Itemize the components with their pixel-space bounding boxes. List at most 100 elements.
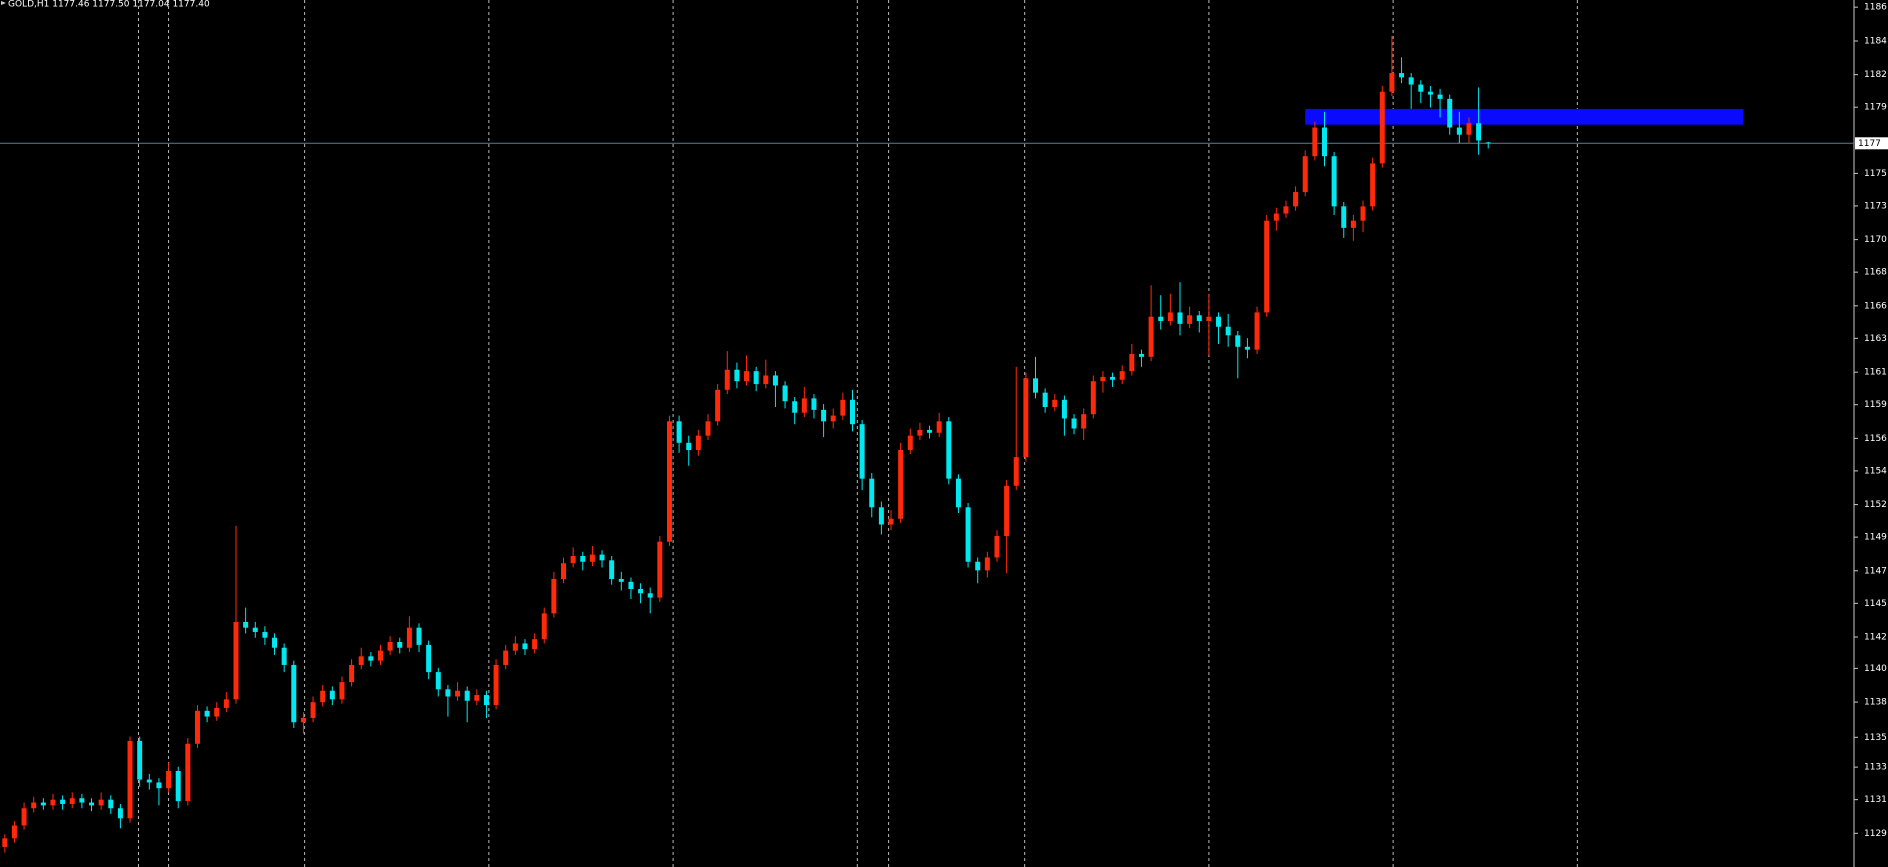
y-tick-label: 1129: [1864, 829, 1887, 839]
candle-body: [686, 442, 692, 450]
candle-body: [358, 656, 364, 665]
candle-body: [994, 535, 1000, 558]
candle-body: [252, 627, 258, 632]
candle-body: [878, 507, 884, 525]
candle-body: [156, 782, 162, 789]
candle-body: [628, 581, 634, 589]
candle-body: [589, 554, 595, 562]
candle-body: [1254, 312, 1260, 350]
candle-body: [1321, 127, 1327, 157]
candle-body: [137, 740, 143, 780]
candle-body: [233, 621, 239, 700]
candle-body: [1418, 84, 1424, 92]
candle-body: [1196, 315, 1202, 322]
candle-body: [849, 399, 855, 425]
candle-body: [1216, 316, 1222, 327]
price-label-box: [1855, 137, 1888, 150]
candle-body: [859, 424, 865, 479]
candle-body: [512, 643, 518, 651]
candle-body: [1090, 381, 1096, 415]
candle-body: [792, 401, 798, 413]
candle-body: [455, 690, 461, 697]
candle-body: [840, 399, 846, 416]
candle-body: [676, 421, 682, 443]
candle-body: [445, 689, 451, 697]
candle-body: [1138, 353, 1144, 357]
candle-body: [869, 478, 875, 508]
candle-body: [782, 385, 788, 402]
candle-body: [1110, 376, 1116, 380]
y-tick-label: 1131: [1864, 795, 1887, 805]
y-tick-label: 1184: [1864, 36, 1887, 46]
candle-body: [830, 415, 836, 422]
y-tick-label: 1140: [1864, 664, 1887, 674]
candle-body: [898, 449, 904, 519]
candle-body: [194, 710, 200, 744]
candle-body: [185, 743, 191, 802]
candle-body: [435, 672, 441, 690]
candle-body: [214, 707, 220, 717]
candle-body: [1350, 220, 1356, 228]
candle-body: [320, 690, 326, 703]
candle-body: [1081, 414, 1087, 429]
candle-body: [1167, 312, 1173, 322]
candle-body: [561, 563, 567, 579]
candle-body: [243, 621, 249, 628]
candle-body: [1119, 371, 1125, 380]
candle-body: [406, 627, 412, 648]
candle-body: [262, 631, 268, 638]
candle-body: [291, 664, 297, 723]
header-icon: [1, 1, 6, 5]
candle-body: [1206, 316, 1212, 322]
candle-body: [204, 710, 210, 717]
candle-body: [1293, 192, 1299, 207]
candle-body: [955, 478, 961, 508]
candle-body: [146, 779, 152, 783]
y-tick-label: 1142: [1864, 632, 1887, 642]
candle-body: [1341, 206, 1347, 228]
candle-body: [1456, 127, 1462, 135]
candle-body: [1187, 315, 1193, 324]
y-tick-label: 1168: [1864, 268, 1887, 278]
candle-body: [734, 369, 740, 382]
candle-body: [1273, 213, 1279, 221]
candle-body: [1283, 206, 1289, 214]
zone: [1305, 108, 1744, 125]
candle-body: [801, 398, 807, 413]
candle-body: [532, 639, 538, 650]
candle-body: [1427, 91, 1433, 95]
candle-body: [1302, 156, 1308, 193]
y-tick-label: 1161: [1864, 368, 1887, 378]
candle-body: [647, 593, 653, 598]
candle-body: [368, 656, 374, 661]
y-tick-label: 1138: [1864, 698, 1887, 708]
candle-body: [1476, 123, 1482, 141]
candle-body: [503, 650, 509, 665]
y-tick-label: 1179: [1864, 103, 1887, 113]
candle-body: [1264, 220, 1270, 313]
candle-body: [522, 643, 528, 650]
candle-body: [1244, 346, 1250, 350]
candle-body: [1148, 316, 1154, 357]
candle-body: [1447, 98, 1453, 128]
y-tick-label: 1175: [1864, 169, 1887, 179]
candle-body: [300, 717, 306, 723]
candle-body: [570, 556, 576, 564]
candle-body: [1225, 326, 1231, 336]
y-tick-label: 1152: [1864, 500, 1887, 510]
candle-body: [1158, 316, 1164, 322]
candle-body: [599, 554, 605, 561]
candle-body: [79, 798, 85, 803]
candle-body: [946, 421, 952, 479]
candle-body: [763, 375, 769, 385]
candle-body: [117, 808, 123, 819]
candle-body: [40, 802, 46, 806]
candle-body: [657, 541, 663, 598]
candle-body: [69, 798, 75, 804]
y-tick-label: 1186: [1864, 3, 1887, 13]
candle-body: [744, 371, 750, 382]
candle-body: [483, 695, 489, 706]
candle-body: [377, 650, 383, 661]
candle-body: [1331, 156, 1337, 207]
